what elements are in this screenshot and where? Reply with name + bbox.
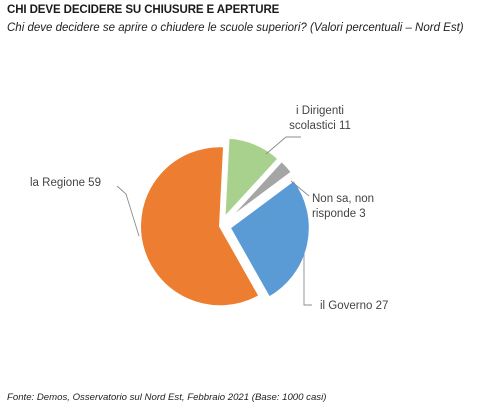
leader-line	[265, 136, 301, 155]
leader-line	[303, 254, 312, 306]
slice-label-line: i Dirigenti	[296, 105, 344, 117]
chart-title: CHI DEVE DECIDERE SU CHIUSURE E APERTURE	[7, 4, 280, 16]
pie-slices	[139, 136, 311, 308]
slice-label: il Governo 27	[320, 300, 388, 312]
chart-subtitle: Chi deve decidere se aprire o chiudere l…	[7, 22, 464, 34]
pie-slice	[139, 145, 261, 308]
leader-lines	[116, 136, 312, 306]
leader-line	[290, 180, 310, 197]
slice-label-line: Non sa, non	[312, 193, 374, 205]
slice-label: la Regione 59	[30, 177, 101, 189]
source-note: Fonte: Demos, Osservatorio sul Nord Est,…	[7, 392, 327, 403]
leader-line	[116, 185, 140, 237]
slice-label: i Dirigenti scolastici 11	[289, 105, 351, 132]
slice-label-line: il Governo 27	[320, 300, 388, 312]
slice-label: Non sa, non risponde 3	[312, 193, 374, 220]
pie-slice	[228, 178, 311, 299]
slice-label-line: scolastici 11	[289, 120, 351, 132]
slice-label-line: la Regione 59	[30, 177, 101, 189]
pie-slice	[223, 136, 280, 221]
slice-labels: la Regione 59 i Dirigenti scolastici 11 Non…	[30, 105, 388, 312]
slice-label-line: risponde 3	[312, 208, 366, 220]
pie-slice	[226, 159, 294, 221]
